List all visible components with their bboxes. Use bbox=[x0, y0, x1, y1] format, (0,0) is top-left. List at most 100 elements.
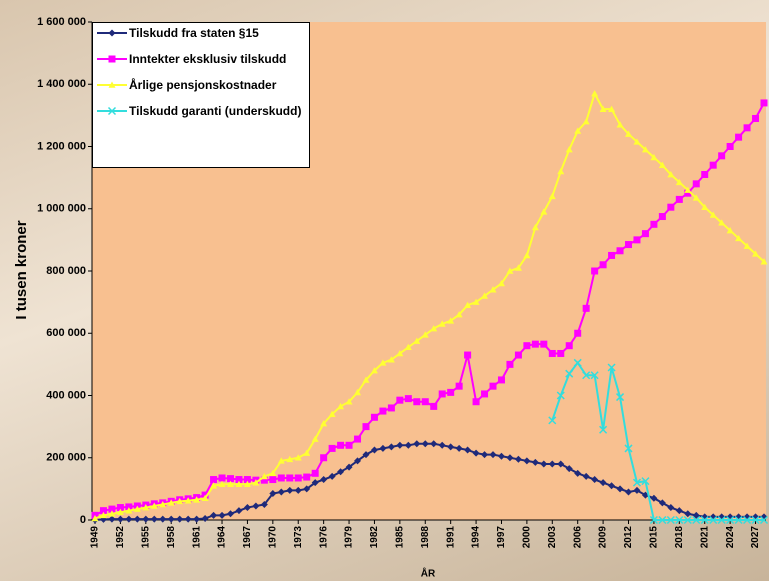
point bbox=[557, 349, 565, 357]
point bbox=[633, 486, 641, 494]
legend-entry: Tilskudd fra staten §15 bbox=[97, 26, 305, 40]
point bbox=[294, 454, 302, 461]
point bbox=[116, 508, 124, 516]
point bbox=[108, 29, 116, 37]
point bbox=[752, 250, 760, 257]
point bbox=[574, 127, 582, 134]
point bbox=[379, 359, 387, 366]
point bbox=[311, 479, 319, 487]
point bbox=[430, 325, 438, 332]
x-tick-label: 1958 bbox=[166, 526, 177, 549]
point bbox=[167, 515, 175, 523]
point bbox=[396, 396, 404, 404]
x-tick-label: 1967 bbox=[242, 526, 253, 549]
x-tick-label: 2027 bbox=[750, 526, 761, 549]
point bbox=[675, 195, 683, 203]
point bbox=[616, 485, 624, 493]
point bbox=[328, 410, 336, 417]
point bbox=[700, 515, 709, 525]
point bbox=[582, 472, 590, 480]
point bbox=[608, 251, 616, 259]
point bbox=[235, 476, 243, 484]
point bbox=[548, 460, 556, 468]
point bbox=[641, 477, 650, 486]
point bbox=[506, 454, 514, 462]
point bbox=[464, 301, 472, 309]
point bbox=[260, 476, 268, 484]
point bbox=[421, 331, 429, 338]
point bbox=[481, 292, 489, 299]
point bbox=[540, 460, 548, 468]
point bbox=[582, 304, 590, 312]
point bbox=[286, 474, 294, 482]
point bbox=[599, 425, 608, 434]
y-tick-label: 800 000 bbox=[46, 265, 86, 277]
point bbox=[303, 473, 311, 481]
point bbox=[370, 446, 378, 454]
point bbox=[125, 503, 133, 511]
point bbox=[616, 247, 624, 255]
point bbox=[176, 497, 184, 505]
point bbox=[701, 203, 709, 210]
x-tick-label: 1994 bbox=[471, 526, 482, 549]
point bbox=[472, 398, 480, 406]
point bbox=[269, 469, 277, 477]
point bbox=[260, 472, 268, 480]
point bbox=[759, 515, 769, 525]
point bbox=[438, 390, 446, 398]
point bbox=[455, 444, 463, 452]
point bbox=[489, 451, 497, 459]
point bbox=[150, 515, 158, 523]
point bbox=[116, 515, 124, 523]
point bbox=[709, 515, 718, 525]
point bbox=[625, 241, 633, 249]
point bbox=[735, 234, 743, 242]
point bbox=[243, 476, 251, 484]
point bbox=[667, 504, 675, 512]
point bbox=[362, 423, 370, 431]
point bbox=[269, 490, 277, 498]
point bbox=[430, 440, 438, 448]
y-tick-label: 200 000 bbox=[46, 452, 86, 464]
point bbox=[184, 497, 192, 504]
point bbox=[599, 105, 607, 112]
x-tick-label: 1973 bbox=[293, 526, 304, 549]
point bbox=[591, 90, 599, 97]
point bbox=[633, 236, 641, 244]
point bbox=[582, 118, 590, 125]
point bbox=[379, 444, 387, 452]
point bbox=[675, 178, 683, 186]
point bbox=[421, 398, 429, 406]
point bbox=[311, 435, 319, 442]
point bbox=[574, 469, 582, 477]
point bbox=[658, 161, 666, 168]
point bbox=[404, 395, 412, 403]
point bbox=[658, 515, 667, 525]
legend-label: Tilskudd fra staten §15 bbox=[129, 26, 259, 40]
point bbox=[752, 114, 760, 122]
point bbox=[320, 476, 328, 484]
point bbox=[464, 351, 472, 359]
point bbox=[303, 485, 311, 493]
point bbox=[514, 264, 522, 271]
point bbox=[692, 180, 700, 188]
point bbox=[108, 505, 116, 513]
point bbox=[193, 496, 201, 503]
point bbox=[608, 482, 616, 490]
point bbox=[150, 502, 158, 509]
x-tick-label: 1982 bbox=[369, 526, 380, 549]
legend-label: Tilskudd garanti (underskudd) bbox=[129, 104, 302, 118]
point bbox=[210, 476, 218, 484]
point bbox=[735, 133, 743, 141]
point bbox=[650, 153, 658, 161]
point bbox=[684, 186, 692, 193]
point bbox=[565, 369, 574, 378]
point bbox=[658, 213, 666, 221]
point bbox=[421, 440, 429, 448]
point bbox=[540, 208, 548, 215]
point bbox=[413, 440, 421, 448]
point bbox=[548, 349, 556, 357]
point bbox=[497, 376, 505, 384]
point bbox=[760, 99, 768, 107]
point bbox=[337, 402, 345, 410]
